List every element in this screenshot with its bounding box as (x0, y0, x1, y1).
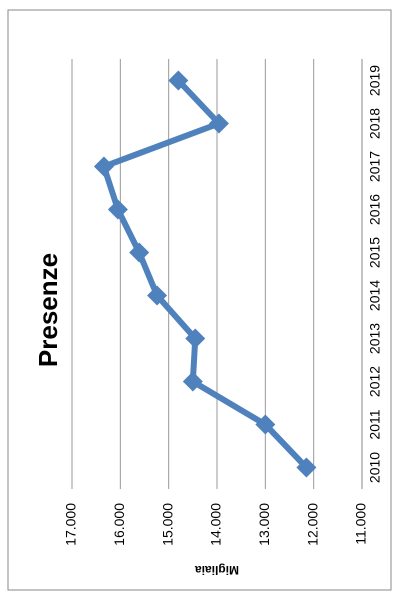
x-tick-label: 2012 (367, 366, 383, 397)
data-marker (147, 285, 168, 306)
x-tick-label: 2014 (367, 280, 383, 311)
data-marker (182, 371, 203, 392)
x-tick-label: 2019 (367, 65, 383, 96)
data-marker (208, 113, 229, 134)
y-tick-label: 11.000 (353, 503, 369, 545)
data-line (100, 78, 309, 470)
x-tick-label: 2015 (367, 237, 383, 268)
chart-title: Presenze (33, 253, 63, 367)
x-tick-label: 2010 (367, 452, 383, 483)
plot-area: Presenze Migliaia 11.000 12.000 13.000 14.0… (33, 59, 383, 577)
y-tick-label: 14.000 (208, 503, 224, 546)
y-tick-label: 15.000 (159, 503, 175, 546)
x-tick-label: 2013 (367, 323, 383, 354)
x-tick-label: 2018 (367, 108, 383, 139)
y-tick-label: 17.000 (63, 503, 79, 546)
data-marker (185, 328, 206, 349)
data-marker (107, 199, 128, 220)
data-marker (93, 156, 114, 177)
data-marker (168, 70, 189, 91)
data-marker (129, 242, 150, 263)
y-tick-label: 16.000 (111, 503, 127, 546)
y-axis-title: Migliaia (195, 563, 239, 577)
y-tick-label: 12.000 (304, 503, 320, 546)
x-tick-label: 2011 (367, 409, 383, 439)
data-marker (296, 457, 317, 478)
x-tick-label: 2017 (367, 151, 383, 182)
x-tick-label: 2016 (367, 194, 383, 225)
data-marker (255, 414, 276, 435)
y-tick-label: 13.000 (256, 503, 272, 546)
chart-border (7, 9, 392, 591)
